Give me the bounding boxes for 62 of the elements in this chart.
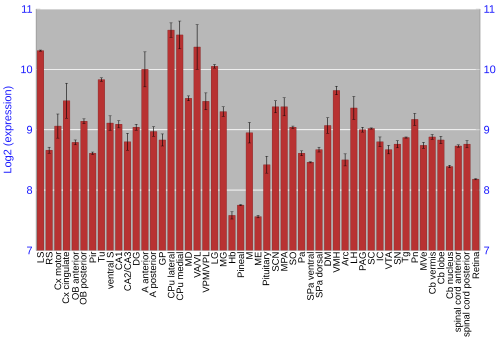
x-tick-label: MVe [420, 252, 427, 270]
x-tick-label: Cx motor [54, 252, 62, 290]
x-tick-label: Retina [472, 252, 480, 278]
y-tick-label: 9 [26, 126, 32, 134]
x-tick-label: spinal cord posterior [462, 252, 472, 337]
x-tick-label: RS [46, 252, 52, 264]
x-tick-label: M [246, 252, 253, 259]
x-tick-label: CPu lateral [168, 252, 174, 298]
x-tick-label: Tu [98, 252, 105, 262]
x-tick-label: VMH [333, 252, 340, 273]
x-tick-label: Arc [342, 252, 348, 266]
x-tick-label: DM [324, 252, 331, 266]
y2-tick-label: 10 [484, 65, 496, 74]
x-tick-label: SPa ventral [306, 252, 314, 300]
y2-tick-label: 7 [484, 246, 490, 254]
x-tick-label: CA1 [115, 252, 122, 270]
x-tick-label: SCN [272, 252, 279, 272]
x-tick-label: ME [254, 252, 262, 265]
x-tick-label: Pituitary [262, 252, 272, 285]
y2-tick-label: 9 [484, 126, 490, 134]
x-tick-label: LS [37, 252, 44, 262]
x-tick-label: VA/VL [194, 252, 201, 278]
y-tick-label: 11 [22, 5, 32, 13]
x-tick-label: Pineal [237, 252, 244, 278]
x-tick-label: CA2/CA3 [124, 252, 131, 291]
x-tick-label: PAG [359, 252, 366, 270]
y-axis-title: Log2 (expression) [3, 86, 14, 173]
x-tick-label: Cb nucleus [446, 252, 454, 298]
x-tick-label: OB anterior [72, 252, 79, 300]
x-tick-label: SO [290, 252, 296, 265]
x-tick-label: Cx cingulate [62, 252, 71, 304]
x-tick-label: SPa dorsal [316, 252, 322, 298]
x-tick-label: A posterior [149, 252, 158, 298]
x-tick-label: A anterior [141, 252, 148, 293]
y-tick-label: 8 [26, 186, 32, 194]
x-tick-label: Pa [298, 252, 305, 262]
x-tick-label: MD [185, 252, 192, 266]
x-tick-label: MG [220, 252, 227, 266]
x-tick-label: spinal cord anterior [454, 252, 463, 332]
x-tick-label: MPA [280, 252, 288, 271]
y-tick-label: 7 [27, 246, 32, 254]
x-tick-label: LG [211, 252, 218, 264]
x-tick-label: LH [350, 252, 358, 263]
y2-tick-label: 11 [484, 5, 494, 13]
x-tick-label: Tg [402, 252, 410, 262]
x-tick-label: SN [394, 252, 401, 264]
x-tick-label: VPM/VPL [202, 252, 210, 293]
y2-tick-label: 8 [484, 186, 490, 194]
x-tick-label: DG [132, 252, 140, 265]
x-tick-label: CPu medial [176, 252, 184, 300]
x-tick-label: ventral S [106, 252, 114, 289]
x-tick-label: Pn [412, 252, 418, 262]
x-tick-label: Cb vermis [428, 252, 436, 294]
x-tick-label: VTA [385, 252, 392, 270]
x-tick-label: SC [368, 252, 375, 264]
x-tick-label: GP [158, 252, 166, 265]
x-tick-label: IC [376, 252, 384, 260]
y-tick-label: 10 [21, 65, 32, 74]
x-tick-label: Hb [228, 252, 236, 263]
x-tick-label: Cb lobe [437, 252, 444, 284]
x-tick-label: Pir [89, 252, 96, 262]
x-tick-label: OB posterior [80, 252, 88, 304]
